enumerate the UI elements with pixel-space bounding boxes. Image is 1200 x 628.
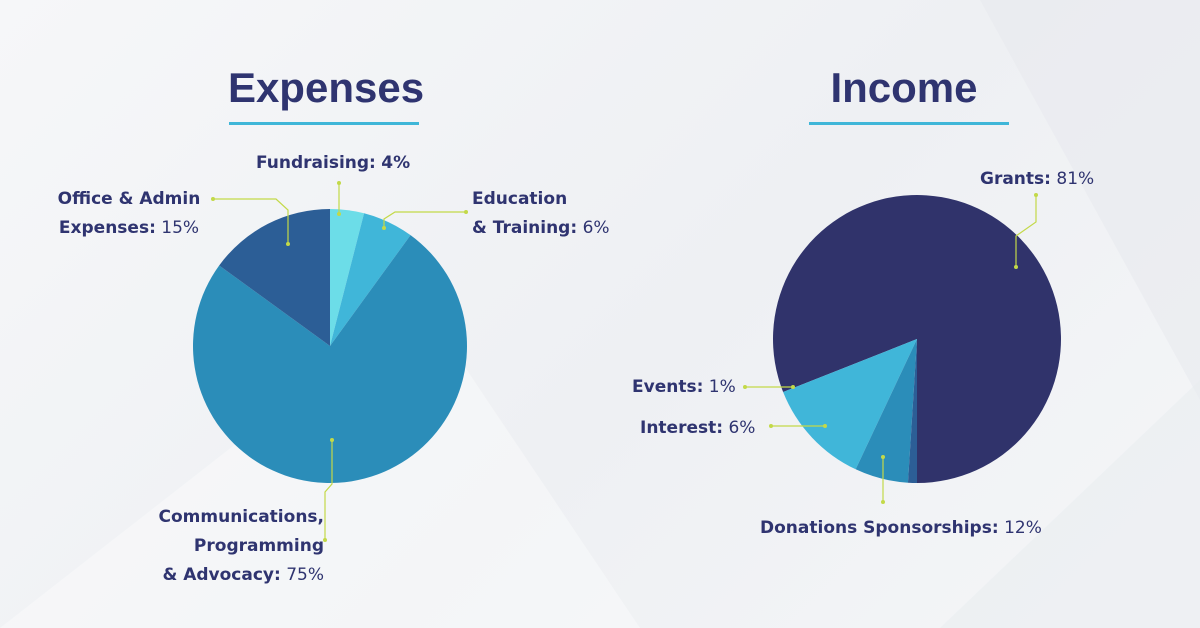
label-office-line1: Office & Admin: [57, 189, 201, 209]
label-grants: Grants: 81%: [980, 165, 1094, 194]
leader-lines: [211, 181, 1038, 542]
leader-events-dot: [743, 385, 747, 389]
label-grants-name: Grants:: [980, 169, 1051, 189]
leader-donations-dot: [881, 455, 885, 459]
leader-education-dot: [464, 210, 468, 214]
label-comms-pct: 75%: [286, 565, 324, 585]
income-pie-chart: [773, 195, 1061, 484]
label-comms-line1: Communications,: [158, 507, 324, 527]
expenses-slice-fundraising: [330, 209, 365, 346]
leader-communications-dot: [330, 438, 334, 442]
income-title-underline: [809, 122, 1009, 125]
expenses-title-underline: [229, 122, 419, 125]
label-interest: Interest: 6%: [640, 414, 755, 443]
label-education-line1: Education: [472, 189, 568, 209]
label-education: Education & Training: 6%: [472, 185, 610, 243]
income-slice-events: [907, 339, 917, 483]
leader-grants: [1015, 195, 1037, 267]
leader-interest-dot: [823, 424, 827, 428]
label-office-pct: 15%: [161, 218, 200, 238]
expenses-slice-education-training: [330, 213, 411, 346]
leader-donations-dot: [881, 500, 885, 504]
label-comms-line3: & Advocacy:: [162, 565, 281, 585]
label-education-pct: 6%: [582, 218, 610, 238]
label-donations-name: Donations Sponsorships:: [760, 518, 999, 538]
expenses-title: Expenses: [227, 64, 425, 111]
label-fundraising: Fundraising: 4%: [256, 149, 410, 178]
leader-fundraising-dot: [337, 212, 341, 216]
leader-fundraising-dot: [337, 181, 341, 185]
label-office-line2: Expenses:: [58, 218, 156, 238]
leader-grants-dot: [1014, 265, 1018, 269]
leader-grants-dot: [1034, 193, 1038, 197]
income-slice-interest: [855, 339, 917, 483]
label-events: Events: 1%: [632, 373, 736, 402]
label-events-name: Events:: [632, 377, 704, 397]
leader-education: [383, 211, 466, 228]
label-donations: Donations Sponsorships: 12%: [760, 514, 1042, 543]
label-fundraising-pct: 4%: [381, 153, 411, 173]
income-slice-donations-sponsorships: [783, 339, 917, 470]
label-interest-pct: 6%: [728, 418, 756, 438]
expenses-slice-communications-programming-advocacy: [193, 235, 468, 483]
expenses-pie-chart: [193, 209, 468, 483]
label-office-admin: Office & Admin Expenses: 15%: [40, 185, 218, 243]
label-grants-pct: 81%: [1056, 169, 1095, 189]
label-fundraising-name: Fundraising:: [256, 153, 376, 173]
expenses-slice-office-admin-expenses: [219, 209, 330, 346]
label-education-line2: & Training:: [472, 218, 578, 238]
leader-events-dot: [791, 385, 795, 389]
leader-interest-dot: [769, 424, 773, 428]
leader-office-dot: [211, 197, 215, 201]
income-title: Income: [830, 64, 978, 111]
label-comms-line2: Programming: [193, 536, 324, 556]
label-events-pct: 1%: [708, 377, 736, 397]
leader-office-dot: [286, 242, 290, 246]
leader-communications-dot: [323, 538, 327, 542]
label-communications: Communications, Programming & Advocacy: …: [120, 503, 324, 590]
leader-office: [213, 198, 289, 244]
leader-communications: [324, 440, 333, 540]
label-interest-name: Interest:: [640, 418, 724, 438]
label-donations-pct: 12%: [1004, 518, 1042, 538]
leader-education-dot: [382, 226, 386, 230]
